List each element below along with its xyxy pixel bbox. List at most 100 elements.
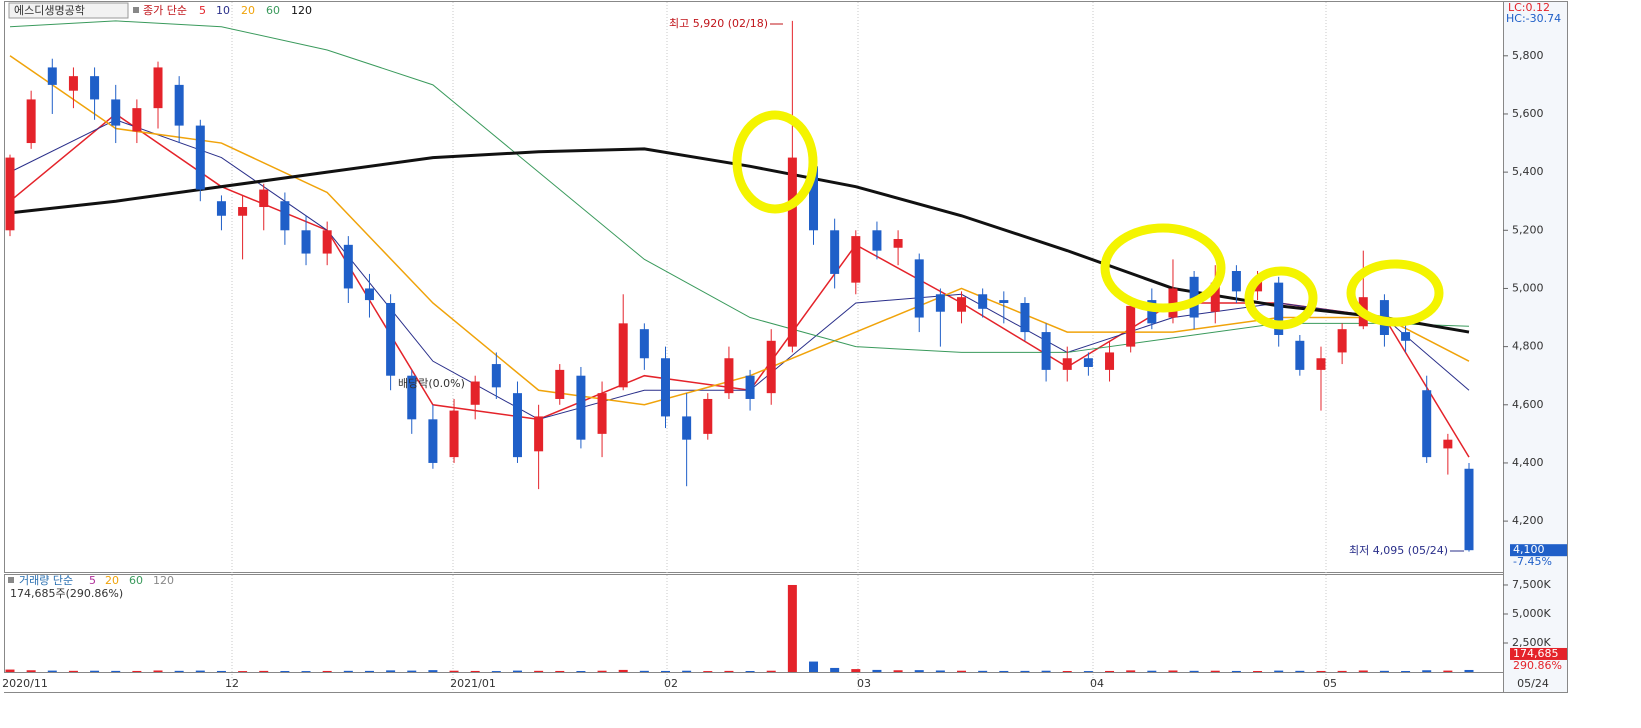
volume-bar [512,670,522,672]
volume-legend-entry: 20 [105,574,119,587]
volume-bar [216,670,226,672]
volume-bar [999,670,1009,672]
candle-body [851,236,861,283]
lc-label: LC:0.12 [1508,1,1550,14]
volume-bar [1295,670,1305,672]
volume-bar [1062,671,1072,672]
candle-body [745,375,755,399]
volume-bar [978,670,988,672]
volume-legend-label: 거래량 단순 [19,574,73,587]
volume-bar [364,670,374,672]
last-volume-ratio: 290.86% [1513,659,1562,672]
candle-body [1464,468,1474,551]
volume-bar [174,670,184,672]
volume-legend-entry: 60 [129,574,143,587]
candle-body [1443,439,1453,449]
volume-tick-label: 2,500K [1512,636,1551,649]
y-tick-label: 5,600 [1512,107,1544,120]
candle-body [639,329,649,359]
candle-body [978,294,988,309]
volume-bar [1274,670,1284,672]
volume-bar [893,670,903,672]
candle-body [1422,390,1432,458]
volume-bar [491,671,501,672]
highlight-circle [1346,259,1444,327]
volume-bar [1464,669,1474,672]
volume-bar [132,670,142,672]
volume-bar [1189,670,1199,672]
candle-body [576,375,586,440]
highlights [732,110,1444,330]
candle-body [618,323,628,388]
candle-body [26,99,36,144]
candle-body [1105,352,1115,370]
candle-body [1401,332,1411,341]
candle-body [724,358,734,394]
candle-body [90,76,100,100]
x-tick-label: 02 [664,677,678,690]
candle-body [216,201,226,216]
candle-body [766,340,776,394]
volume-bar [1083,671,1093,672]
volume-bar [5,669,15,672]
y-tick-label: 5,800 [1512,49,1544,62]
volume-bar [1231,670,1241,672]
y-tick-label: 5,400 [1512,165,1544,178]
highlight-circle [1100,223,1226,313]
volume-bar [1422,670,1432,672]
volume-bar [1401,671,1411,672]
candle-body [491,364,501,388]
x-tick-label: 05 [1323,677,1337,690]
volume-bar [1020,670,1030,672]
x-tick-label: 2020/11 [2,677,48,690]
annotation-dividend: 배당락(0.0%) [398,377,465,390]
candle-body [872,230,882,251]
y-tick-label: 4,800 [1512,340,1544,353]
moving-average-line [9,147,1470,334]
x-tick-label: 04 [1090,677,1104,690]
legend-entry: 60 [266,4,280,17]
volume-bar [195,670,205,672]
y-tick-label: 4,600 [1512,398,1544,411]
candle-body [893,239,903,248]
legend-entry: 120 [291,4,312,17]
candle-body [259,189,269,208]
volume-bar [555,670,565,672]
candle-body [703,398,713,434]
candle-body [153,67,163,109]
volume-bar [1337,670,1347,672]
volume-bar [576,671,586,672]
volume-bar [386,670,396,672]
candle-body [555,369,565,399]
right-axis-panel [1503,1,1568,693]
volume-bar [851,669,861,672]
annotation-low: 최저 4,095 (05/24) [1349,544,1448,557]
volume-bar [343,670,353,672]
candle-body [534,416,544,452]
volume-bar [238,671,248,672]
volume-tick-label: 7,500K [1512,578,1551,591]
volume-bar [1379,670,1389,672]
volume-legend-entry: 5 [89,574,96,587]
candle-body [238,207,248,216]
last-volume-label: 174,685 [1513,647,1559,660]
volume-bar [745,671,755,672]
candle-body [1041,332,1051,370]
volume-bar [153,670,163,672]
volume-bar [1253,671,1263,672]
candle-body [280,201,290,231]
volume-bar [428,670,438,672]
volume-bar [872,669,882,672]
candle-body [1062,358,1072,370]
stock-name-box[interactable] [8,2,129,19]
hc-label: HC:-30.74 [1506,12,1561,25]
volume-bar [914,670,924,672]
candle-body [957,297,967,312]
candle-body [809,166,819,231]
volume-bar [1147,670,1157,672]
volume-bar [1443,670,1453,672]
volume-bar [1358,670,1368,672]
candle-body [597,393,607,434]
volume-bar [682,670,692,672]
